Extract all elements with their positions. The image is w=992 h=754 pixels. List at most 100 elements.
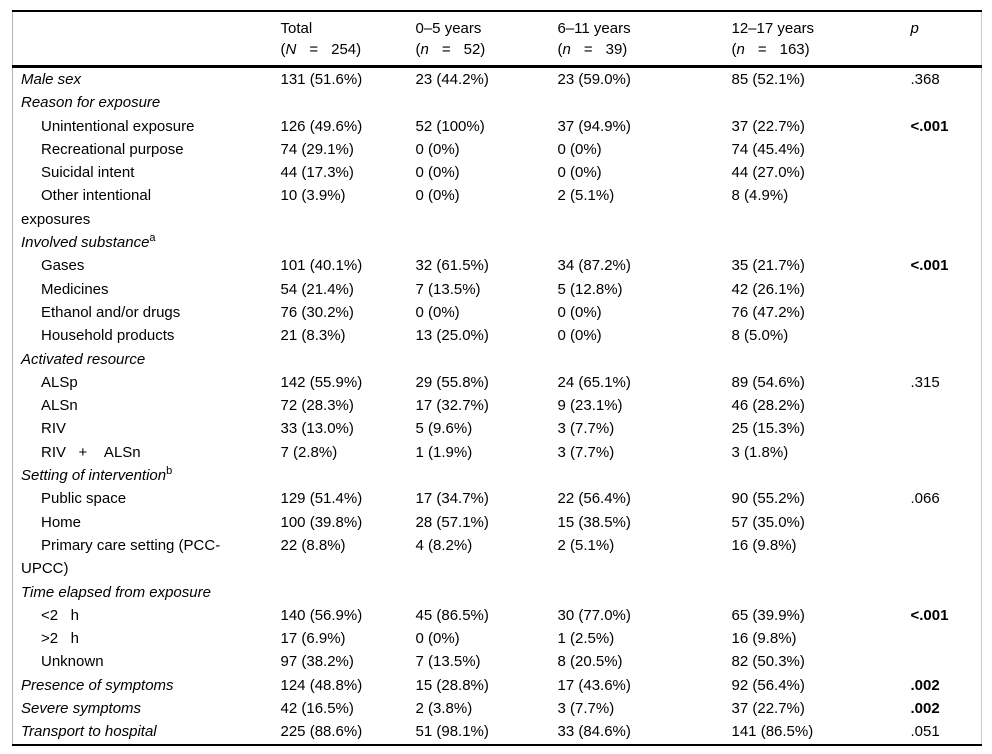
- cell-total: [281, 231, 416, 254]
- row-label-text: Home: [41, 513, 82, 531]
- cell-0-5-years: 29 (55.8%): [415, 373, 489, 391]
- row-label-text: Other intentional: [41, 187, 152, 205]
- header-title: 0–5 years: [415, 20, 482, 37]
- header-title: 12–17 years: [731, 20, 815, 37]
- cell-6-11-years: 8 (20.5%): [557, 653, 623, 671]
- cell-p-value: .051: [910, 723, 940, 741]
- cell-total: 74 (29.1%): [280, 140, 354, 158]
- cell-6-11-years: 34 (87.2%): [557, 257, 631, 275]
- table-row: Involved substancea: [13, 231, 982, 254]
- cell-12-17-years: 46 (28.2%): [731, 397, 805, 415]
- cell-6-11-years: 15 (38.5%): [557, 513, 631, 531]
- cell-6-11-years: 2 (5.1%): [557, 536, 615, 554]
- cell-12-17-years: 141 (86.5%): [731, 723, 814, 741]
- row-label-text: Reason for exposure: [21, 94, 161, 112]
- cell-total: [281, 348, 416, 371]
- cell-p-value: [909, 417, 982, 440]
- paren: (: [280, 41, 286, 58]
- row-label: Reason for exposure: [13, 91, 281, 114]
- cell-6-11-years: [558, 348, 732, 371]
- row-label-text: RIV + ALSn: [41, 443, 141, 461]
- cell-12-17-years: 44 (27.0%): [731, 164, 805, 182]
- cell-6-11-years: 24 (65.1%): [557, 373, 631, 391]
- table-row: Gases 101 (40.1%) 32 (61.5%) 34 (87.2%) 35 (…: [13, 254, 982, 277]
- table-row: Transport to hospital 225 (88.6%) 51 (98.1…: [13, 720, 982, 744]
- cell-total: 7 (2.8%): [280, 443, 338, 461]
- cell-p-value: [909, 161, 982, 184]
- row-label: Household products: [13, 324, 281, 347]
- cell-0-5-years: 15 (28.8%): [415, 676, 489, 694]
- cell-p-value: [909, 184, 982, 231]
- cell-p-value: .315: [910, 373, 940, 391]
- cell-total: [281, 91, 416, 114]
- table-row: <2 h 140 (56.9%) 45 (86.5%) 30 (77.0%) 65 (3…: [13, 604, 982, 627]
- footnote-marker: b: [166, 465, 173, 478]
- cell-p-value: <.001: [910, 606, 949, 624]
- row-label-text: Severe symptoms: [21, 700, 142, 718]
- row-label: RIV: [13, 417, 281, 440]
- table-row: Primary care setting (PCC- UPCC) 22 (8.8%)…: [13, 534, 982, 581]
- cell-0-5-years: 7 (13.5%): [415, 280, 481, 298]
- table-row: Presence of symptoms 124 (48.8%) 15 (28.8%…: [13, 674, 982, 697]
- cell-6-11-years: 23 (59.0%): [557, 71, 631, 88]
- cell-12-17-years: 25 (15.3%): [731, 420, 805, 438]
- table-row: Ethanol and/or drugs 76 (30.2%) 0 (0%) 0 (0…: [13, 301, 982, 324]
- cell-total: 129 (51.4%): [280, 490, 363, 508]
- cell-p-value: [909, 650, 982, 673]
- header-col-total: Total (N = 254): [280, 11, 416, 68]
- table-row: Unintentional exposure 126 (49.6%) 52 (100…: [13, 115, 982, 138]
- cell-total: 124 (48.8%): [280, 676, 363, 694]
- cell-6-11-years: 30 (77.0%): [557, 606, 631, 624]
- cell-6-11-years: 3 (7.7%): [557, 443, 615, 461]
- table-row: Household products 21 (8.3%) 13 (25.0%) 0 (…: [13, 324, 982, 347]
- row-label-text: Presence of symptoms: [21, 676, 174, 694]
- row-label: Public space: [13, 487, 281, 510]
- row-label: Presence of symptoms: [13, 674, 281, 697]
- row-label-continuation: UPCC): [21, 560, 69, 578]
- table-row: Reason for exposure: [13, 91, 982, 114]
- cell-0-5-years: 1 (1.9%): [415, 443, 473, 461]
- table-row: ALSn 72 (28.3%) 17 (32.7%) 9 (23.1%) 46 (28.…: [13, 394, 982, 417]
- table-row: Public space 129 (51.4%) 17 (34.7%) 22 (56.…: [13, 487, 982, 510]
- cell-12-17-years: 76 (47.2%): [731, 303, 805, 321]
- row-label: Gases: [13, 254, 281, 277]
- cell-p-value: <.001: [910, 257, 949, 275]
- cell-total: 101 (40.1%): [280, 257, 363, 275]
- cell-6-11-years: 0 (0%): [557, 327, 602, 345]
- row-label: Unintentional exposure: [13, 115, 281, 138]
- cell-p-value: [909, 464, 982, 487]
- row-label: Other intentional exposures: [13, 184, 281, 231]
- row-label: >2 h: [13, 627, 281, 650]
- row-label-continuation: exposures: [21, 210, 91, 228]
- row-label: Transport to hospital: [13, 720, 281, 744]
- cell-12-17-years: 85 (52.1%): [731, 71, 805, 88]
- row-label: RIV + ALSn: [13, 441, 281, 464]
- count-value: 52: [463, 41, 481, 58]
- table-body: Male sex 131 (51.6%) 23 (44.2%) 23 (59.0%) 8…: [13, 67, 982, 745]
- cell-p-value: [909, 301, 982, 324]
- cell-total: 10 (3.9%): [280, 187, 346, 205]
- row-label-text: Involved substancea: [21, 232, 156, 252]
- row-label: Activated resource: [13, 348, 281, 371]
- cell-total: 140 (56.9%): [280, 606, 363, 624]
- row-label-text: Medicines: [41, 280, 109, 298]
- header-title: 6–11 years: [557, 20, 631, 37]
- row-label: Unknown: [13, 650, 281, 673]
- cell-total: 54 (21.4%): [280, 280, 354, 298]
- row-label-text: Household products: [41, 327, 175, 345]
- cell-0-5-years: 0 (0%): [415, 303, 460, 321]
- table-row: Recreational purpose 74 (29.1%) 0 (0%) 0 (0…: [13, 138, 982, 161]
- count-value: 39: [605, 41, 623, 58]
- cell-0-5-years: 52 (100%): [415, 117, 485, 135]
- row-label: <2 h: [13, 604, 281, 627]
- cell-6-11-years: 2 (5.1%): [557, 187, 615, 205]
- cell-12-17-years: 65 (39.9%): [731, 606, 805, 624]
- cell-6-11-years: 0 (0%): [557, 164, 602, 182]
- cell-p-value: .368: [910, 71, 940, 88]
- cell-6-11-years: [558, 231, 732, 254]
- row-label-text: Setting of interventionb: [21, 465, 173, 485]
- cell-0-5-years: 0 (0%): [415, 187, 460, 205]
- cell-total: 97 (38.2%): [280, 653, 354, 671]
- table-row: Medicines 54 (21.4%) 7 (13.5%) 5 (12.8%) 42 …: [13, 278, 982, 301]
